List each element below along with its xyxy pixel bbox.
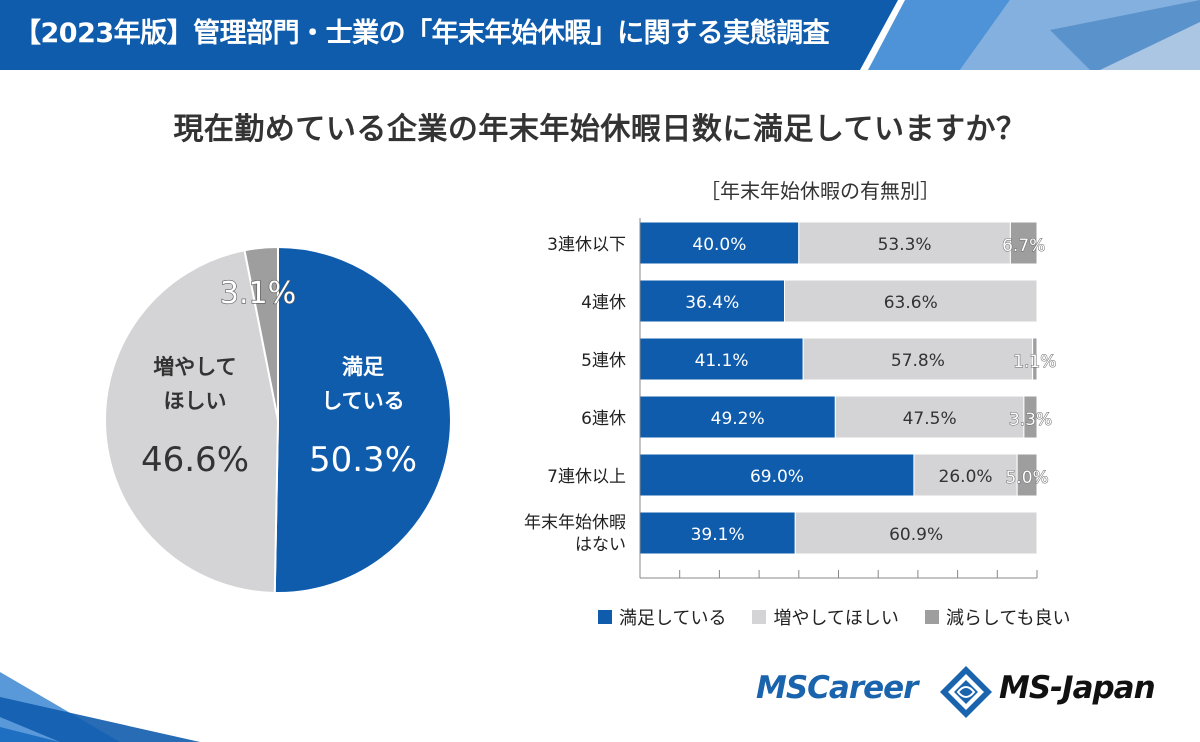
bar-value-label: 49.2% [711, 409, 765, 429]
legend-item-decrease: 減らしても良い [924, 604, 1071, 630]
legend-item-satisfied: 満足している [598, 604, 726, 630]
bar-category-label: 6連休 [581, 409, 626, 429]
bar-segment-0 [639, 279, 786, 323]
bar-segment-0 [639, 453, 915, 497]
bar-value-label: 41.1% [695, 351, 749, 371]
legend-label-satisfied: 満足している [619, 608, 727, 629]
mscareer-logo: MSCareer [756, 670, 918, 706]
diamond-emblem-icon [940, 666, 992, 718]
pie-label-satisfied-2: している [321, 389, 404, 413]
pie-value-increase: 46.6% [141, 440, 249, 480]
bar-chart-subtitle: ［年末年始休暇の有無別］ [700, 179, 940, 203]
legend-item-increase: 増やしてほしい [752, 604, 899, 630]
bar-value-label: 40.0% [692, 235, 746, 255]
pie-label-increase-2: ほしい [164, 389, 227, 413]
bar-segment-1 [784, 279, 1038, 323]
legend-swatch-decrease [924, 610, 939, 624]
bar-value-label: 63.6% [884, 293, 938, 313]
msjapan-logo: MS-Japan [999, 670, 1156, 706]
legend-label-increase: 増やしてほしい [773, 608, 899, 629]
bar-category-label: はない [575, 535, 626, 555]
bar-category-label: 4連休 [581, 293, 626, 313]
bar-category-label: 5連休 [581, 351, 626, 371]
bar-category-label: 3連休以下 [547, 235, 626, 255]
bar-segment-0 [639, 221, 800, 265]
bar-value-label: 53.3% [878, 235, 932, 255]
bar-value-label: 57.8% [891, 351, 945, 371]
bar-category-label: 年末年始休暇 [524, 513, 626, 533]
pie-label-increase-1: 増やして [153, 355, 236, 379]
bar-segment-2 [1023, 395, 1038, 439]
bar-category-label: 7連休以上 [547, 467, 626, 487]
bar-value-label: 39.1% [691, 525, 745, 545]
bar-segment-1 [798, 221, 1011, 265]
pie-slice-0 [273, 245, 453, 594]
legend-swatch-satisfied [598, 610, 612, 624]
header-band [0, 0, 1200, 70]
pie-value-satisfied: 50.3% [309, 440, 417, 480]
bar-value-label: 5.0% [1005, 468, 1048, 488]
footer-decoration [0, 672, 200, 742]
pie-label-satisfied-1: 満足 [342, 355, 384, 379]
stacked-bar-chart: 3連休以下 40.0% 53.3% 6.7% 4連休 36.4% 63.6% 5連休 41.1%… [524, 218, 1057, 579]
bar-segment-1 [794, 511, 1038, 555]
legend-label-decrease: 減らしても良い [945, 608, 1071, 629]
bar-value-label: 1.1% [1013, 352, 1056, 372]
bar-value-label: 26.0% [939, 467, 993, 487]
pie-value-decrease: 3.1% [220, 276, 296, 311]
bar-segment-2 [1009, 221, 1038, 265]
bar-value-label: 47.5% [903, 409, 957, 429]
bar-legend: 満足している 増やしてほしい 減らしても良い [598, 604, 1071, 630]
bar-value-label: 3.3% [1009, 410, 1052, 430]
bar-value-label: 69.0% [750, 467, 804, 487]
logo-area: MSCareer MS-Japan [756, 664, 1156, 718]
header-title: 【2023年版】管理部門・士業の「年末年始休暇」に関する実態調査 [14, 18, 830, 49]
bar-segment-1 [802, 337, 1034, 381]
pie-slice-1 [104, 249, 280, 594]
pie-slice-2 [243, 245, 279, 421]
bar-segment-2 [1016, 453, 1038, 497]
bar-value-label: 60.9% [889, 525, 943, 545]
legend-swatch-increase [752, 610, 767, 624]
bar-value-label: 6.7% [1002, 236, 1045, 256]
bar-segment-2 [1032, 337, 1038, 381]
bar-value-label: 36.4% [685, 293, 739, 313]
bar-segment-1 [834, 395, 1025, 439]
bar-segment-0 [639, 395, 836, 439]
bar-segment-1 [913, 453, 1018, 497]
survey-question: 現在勤めている企業の年末年始休暇日数に満足していますか？ [173, 112, 1027, 147]
